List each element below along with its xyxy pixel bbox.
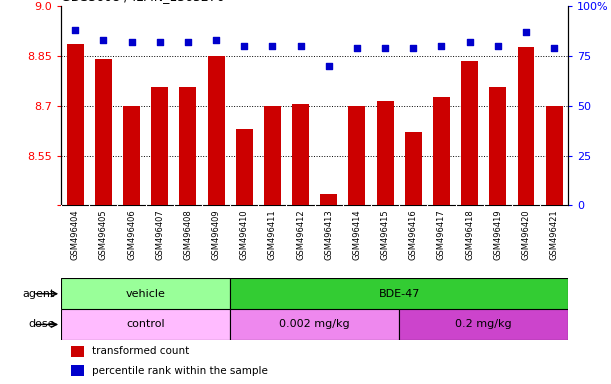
Text: GSM496409: GSM496409 bbox=[211, 209, 221, 260]
Bar bbox=[320, 194, 337, 205]
Point bbox=[324, 63, 334, 69]
Bar bbox=[230, 309, 399, 340]
Point bbox=[352, 45, 362, 51]
Point bbox=[521, 29, 531, 35]
Bar bbox=[348, 106, 365, 205]
Text: dose: dose bbox=[29, 319, 55, 329]
Bar bbox=[292, 104, 309, 205]
Point bbox=[155, 39, 164, 45]
Point bbox=[183, 39, 193, 45]
Bar bbox=[61, 309, 230, 340]
Point bbox=[465, 39, 475, 45]
Text: GSM496407: GSM496407 bbox=[155, 209, 164, 260]
Text: vehicle: vehicle bbox=[126, 289, 166, 299]
Point bbox=[240, 43, 249, 49]
Text: GSM496406: GSM496406 bbox=[127, 209, 136, 260]
Point bbox=[211, 36, 221, 43]
Text: GSM496415: GSM496415 bbox=[381, 209, 390, 260]
Point bbox=[408, 45, 418, 51]
Text: GSM496418: GSM496418 bbox=[465, 209, 474, 260]
Bar bbox=[71, 346, 84, 357]
Point bbox=[268, 43, 277, 49]
Text: BDE-47: BDE-47 bbox=[378, 289, 420, 299]
Bar bbox=[208, 56, 224, 205]
Point bbox=[549, 45, 559, 51]
Bar bbox=[67, 44, 84, 205]
Text: GSM496412: GSM496412 bbox=[296, 209, 305, 260]
Point bbox=[98, 36, 108, 43]
Text: GSM496410: GSM496410 bbox=[240, 209, 249, 260]
Text: GSM496417: GSM496417 bbox=[437, 209, 446, 260]
Text: GSM496404: GSM496404 bbox=[71, 209, 79, 260]
Bar bbox=[180, 87, 196, 205]
Text: percentile rank within the sample: percentile rank within the sample bbox=[92, 366, 268, 376]
Bar bbox=[489, 87, 507, 205]
Text: GSM496419: GSM496419 bbox=[493, 209, 502, 260]
Bar bbox=[264, 106, 281, 205]
Bar bbox=[123, 106, 140, 205]
Bar bbox=[461, 61, 478, 205]
Bar bbox=[433, 97, 450, 205]
Bar bbox=[95, 59, 112, 205]
Text: agent: agent bbox=[23, 289, 55, 299]
Bar bbox=[546, 106, 563, 205]
Bar bbox=[376, 101, 393, 205]
Point bbox=[126, 39, 136, 45]
Text: GSM496405: GSM496405 bbox=[99, 209, 108, 260]
Text: GSM496411: GSM496411 bbox=[268, 209, 277, 260]
Text: GSM496421: GSM496421 bbox=[550, 209, 558, 260]
Text: 0.2 mg/kg: 0.2 mg/kg bbox=[455, 319, 512, 329]
Point bbox=[436, 43, 446, 49]
Point bbox=[380, 45, 390, 51]
Bar bbox=[518, 47, 535, 205]
Bar bbox=[399, 309, 568, 340]
Text: control: control bbox=[126, 319, 165, 329]
Point bbox=[493, 43, 503, 49]
Bar bbox=[61, 278, 230, 309]
Point bbox=[70, 26, 80, 33]
Text: GSM496408: GSM496408 bbox=[183, 209, 192, 260]
Bar bbox=[152, 87, 168, 205]
Text: GDS3608 / ILMN_1363270: GDS3608 / ILMN_1363270 bbox=[61, 0, 225, 3]
Bar bbox=[71, 365, 84, 376]
Text: GSM496414: GSM496414 bbox=[353, 209, 362, 260]
Text: GSM496413: GSM496413 bbox=[324, 209, 333, 260]
Text: GSM496420: GSM496420 bbox=[521, 209, 530, 260]
Text: transformed count: transformed count bbox=[92, 346, 189, 356]
Text: 0.002 mg/kg: 0.002 mg/kg bbox=[279, 319, 350, 329]
Bar bbox=[236, 129, 253, 205]
Bar bbox=[405, 132, 422, 205]
Point bbox=[296, 43, 306, 49]
Text: GSM496416: GSM496416 bbox=[409, 209, 418, 260]
Bar bbox=[230, 278, 568, 309]
